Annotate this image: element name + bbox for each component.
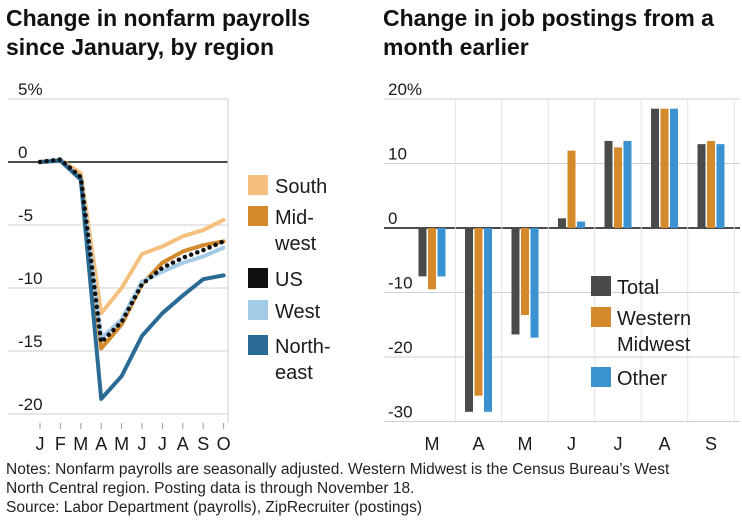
x-tick-label: M bbox=[425, 434, 440, 454]
y-tick-label: -10 bbox=[18, 269, 43, 288]
x-tick-label: J bbox=[36, 434, 45, 454]
x-tick-label: J bbox=[614, 434, 623, 454]
y-tick-label: -15 bbox=[18, 332, 43, 351]
x-tick-label: A bbox=[472, 434, 484, 454]
x-tick-label: A bbox=[658, 434, 670, 454]
bar-western-midwest bbox=[660, 108, 669, 228]
charts-canvas: 5%0-5-10-15-20J F M A M J J A S OSouthMid-westUSW… bbox=[8, 80, 740, 454]
bar-other bbox=[437, 228, 446, 277]
legend-swatch-midwest bbox=[248, 206, 268, 226]
bar-other bbox=[577, 221, 585, 228]
legend-label: west bbox=[274, 233, 317, 255]
bar-total bbox=[511, 228, 520, 335]
legend-swatch-south bbox=[248, 175, 268, 195]
legend-swatch-other bbox=[591, 367, 611, 387]
legend-label: Total bbox=[617, 277, 659, 299]
bar-other bbox=[484, 228, 492, 412]
notes-line-1: Notes: Nonfarm payrolls are seasonally a… bbox=[6, 461, 670, 478]
legend-swatch-western-midwest bbox=[591, 307, 611, 327]
y-tick-label: 10 bbox=[388, 145, 407, 164]
y-tick-label: 5% bbox=[18, 80, 43, 99]
y-tick-label: -10 bbox=[388, 274, 413, 293]
bar-other bbox=[623, 140, 632, 228]
bar-other bbox=[530, 228, 539, 338]
bar-other bbox=[670, 108, 678, 228]
series-line-south bbox=[38, 157, 226, 316]
x-tick-label: A bbox=[95, 434, 107, 454]
bar-western-midwest bbox=[428, 228, 436, 290]
x-tick-label: M bbox=[73, 434, 88, 454]
bar-western-midwest bbox=[614, 147, 622, 228]
bar-total bbox=[465, 228, 473, 412]
source-line: Source: Labor Department (payrolls), Zip… bbox=[6, 499, 423, 516]
y-tick-label: -20 bbox=[388, 338, 413, 357]
x-tick-label: M bbox=[518, 434, 533, 454]
y-tick-label: 0 bbox=[388, 209, 397, 228]
legend-swatch-us bbox=[248, 268, 268, 288]
legend-swatch-northeast bbox=[248, 335, 268, 355]
x-tick-label: F bbox=[55, 434, 66, 454]
notes-line-2: North Central region. Posting data is th… bbox=[6, 480, 415, 497]
legend-label: South bbox=[275, 176, 327, 198]
x-tick-label: J bbox=[567, 434, 576, 454]
right-chart-title: Change in job postings from a month earl… bbox=[383, 5, 714, 60]
y-tick-label: -30 bbox=[388, 403, 413, 422]
y-tick-label: -20 bbox=[18, 395, 43, 414]
bar-western-midwest bbox=[707, 140, 715, 228]
left-chart-title: Change in nonfarm payrolls since January… bbox=[6, 5, 311, 60]
bar-other bbox=[716, 144, 725, 228]
legend-label: US bbox=[275, 269, 303, 291]
bar-total bbox=[418, 228, 427, 277]
legend-label: West bbox=[275, 301, 321, 323]
series-line-us bbox=[37, 157, 226, 345]
bar-western-midwest bbox=[521, 228, 529, 316]
bar-western-midwest bbox=[474, 228, 483, 396]
x-tick-label: A bbox=[177, 434, 189, 454]
y-tick-label: -5 bbox=[18, 206, 33, 225]
legend-swatch-total bbox=[591, 276, 611, 296]
legend-label: Other bbox=[617, 368, 667, 390]
bar-total bbox=[697, 144, 706, 228]
x-tick-label: S bbox=[705, 434, 717, 454]
postings-bar-chart: 20%100-10-20-30MAMJJASONTotalWesternMidw… bbox=[384, 80, 740, 454]
notes-block: Notes: Nonfarm payrolls are seasonally a… bbox=[6, 460, 736, 517]
x-tick-label: S bbox=[197, 434, 209, 454]
x-tick-label: M bbox=[114, 434, 129, 454]
legend-label: east bbox=[275, 362, 313, 384]
legend-label: North- bbox=[275, 336, 331, 358]
x-tick-label: J bbox=[158, 434, 167, 454]
legend-label: Midwest bbox=[617, 334, 691, 356]
y-tick-label: 20% bbox=[388, 80, 422, 99]
payrolls-line-chart: 5%0-5-10-15-20J F M A M J J A S OSouthMid-westUSW… bbox=[8, 80, 331, 454]
y-tick-label: 0 bbox=[18, 143, 27, 162]
bar-total bbox=[604, 140, 613, 228]
bar-total bbox=[558, 218, 566, 228]
legend-swatch-west bbox=[248, 300, 268, 320]
x-tick-label: O bbox=[217, 434, 231, 454]
series-line-northeast bbox=[38, 158, 226, 401]
legend-label: Western bbox=[617, 308, 691, 330]
bar-western-midwest bbox=[567, 150, 576, 228]
x-tick-label: J bbox=[138, 434, 147, 454]
legend-label: Mid- bbox=[275, 207, 314, 229]
bar-total bbox=[651, 108, 659, 228]
